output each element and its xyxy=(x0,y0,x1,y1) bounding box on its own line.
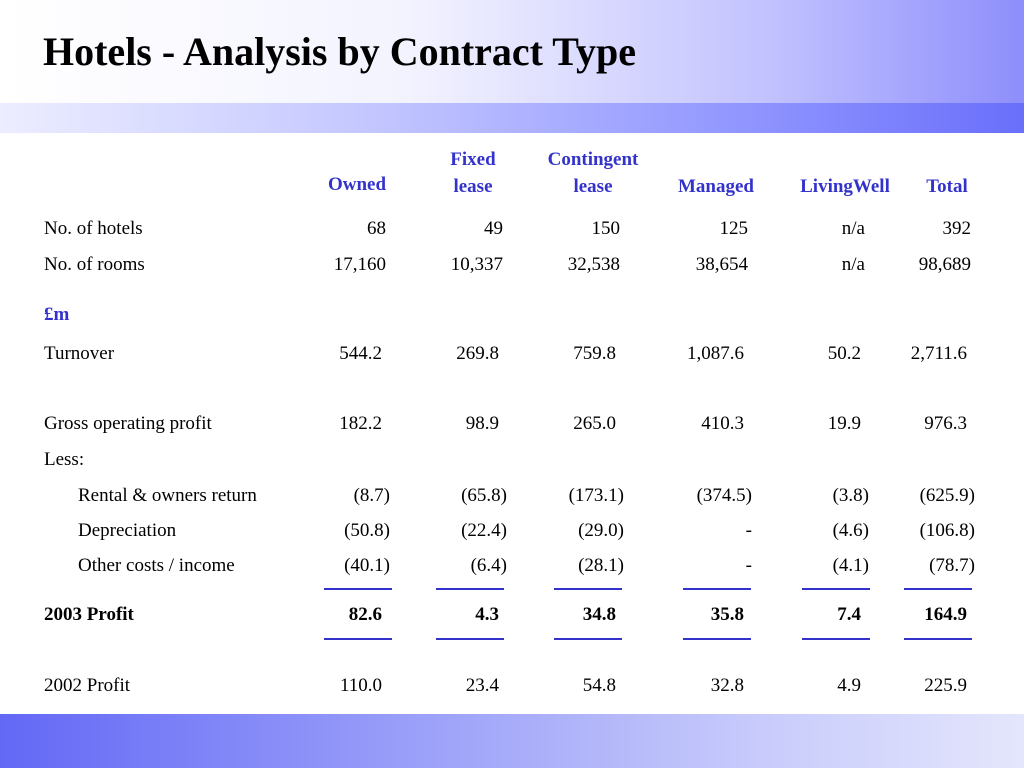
cell-gop-fixed-lease: 98.9 xyxy=(465,413,499,434)
cell-turnover-contingent-lease: 759.8 xyxy=(573,343,616,364)
row-label-rooms: No. of rooms xyxy=(44,254,145,275)
row-label-hotels: No. of hotels xyxy=(44,218,143,239)
title-underline-band xyxy=(0,103,1024,133)
cell-gop-total: 976.3 xyxy=(924,413,967,434)
cell-turnover-total: 2,711.6 xyxy=(910,343,967,364)
cell-other-total: (78.7) xyxy=(929,555,975,576)
cell-rental-livingwell: (3.8) xyxy=(832,485,869,506)
cell-depr-owned: (50.8) xyxy=(344,520,390,541)
cell-hotels-contingent-lease: 150 xyxy=(591,218,621,239)
column-header-managed: Managed xyxy=(678,176,754,197)
cell-rental-owned: (8.7) xyxy=(353,485,390,506)
subtotal-rule-managed xyxy=(683,588,751,590)
subtotal-rule-fixed-lease xyxy=(436,588,504,590)
cell-depr-managed: - xyxy=(745,520,752,541)
column-header-contingent-lease-line1: Contingent xyxy=(547,149,639,170)
cell-turnover-livingwell: 50.2 xyxy=(827,343,861,364)
cell-hotels-fixed-lease: 49 xyxy=(484,218,503,239)
section-label-gbp-millions: £m xyxy=(44,304,70,325)
cell-p2002-total: 225.9 xyxy=(924,675,967,696)
total-rule-managed xyxy=(683,638,751,640)
column-header-total: Total xyxy=(926,176,968,197)
cell-p2002-owned: 110.0 xyxy=(339,675,382,696)
cell-other-managed: - xyxy=(745,555,752,576)
cell-gop-livingwell: 19.9 xyxy=(827,413,861,434)
total-rule-livingwell xyxy=(802,638,870,640)
cell-p2002-livingwell: 4.9 xyxy=(837,675,861,696)
cell-turnover-owned: 544.2 xyxy=(339,343,382,364)
cell-p2003-total: 164.9 xyxy=(924,604,967,625)
total-rule-total xyxy=(904,638,972,640)
cell-depr-fixed-lease: (22.4) xyxy=(461,520,507,541)
cell-p2003-managed: 35.8 xyxy=(710,604,744,625)
column-header-livingwell: LivingWell xyxy=(800,176,890,197)
cell-p2002-fixed-lease: 23.4 xyxy=(465,675,499,696)
cell-rental-contingent-lease: (173.1) xyxy=(568,485,624,506)
cell-hotels-managed: 125 xyxy=(719,218,749,239)
cell-gop-contingent-lease: 265.0 xyxy=(573,413,616,434)
cell-hotels-livingwell: n/a xyxy=(841,218,865,239)
cell-hotels-total: 392 xyxy=(942,218,972,239)
cell-depr-livingwell: (4.6) xyxy=(832,520,869,541)
cell-rooms-total: 98,689 xyxy=(918,254,971,275)
cell-rental-fixed-lease: (65.8) xyxy=(461,485,507,506)
cell-p2003-livingwell: 7.4 xyxy=(837,604,861,625)
column-header-contingent-lease-line2: lease xyxy=(573,176,613,197)
column-header-fixed-lease-line1: Fixed xyxy=(450,149,496,170)
row-label-gop: Gross operating profit xyxy=(44,413,212,434)
total-rule-contingent-lease xyxy=(554,638,622,640)
total-rule-fixed-lease xyxy=(436,638,504,640)
cell-other-contingent-lease: (28.1) xyxy=(578,555,624,576)
cell-depr-contingent-lease: (29.0) xyxy=(578,520,624,541)
cell-other-owned: (40.1) xyxy=(344,555,390,576)
cell-turnover-fixed-lease: 269.8 xyxy=(456,343,499,364)
cell-rental-total: (625.9) xyxy=(919,485,975,506)
row-label-p2002: 2002 Profit xyxy=(44,675,131,696)
title-band: Hotels - Analysis by Contract Type xyxy=(0,0,1024,103)
total-rule-owned xyxy=(324,638,392,640)
row-label-rental: Rental & owners return xyxy=(78,485,257,506)
cell-p2003-owned: 82.6 xyxy=(348,604,382,625)
cell-rooms-managed: 38,654 xyxy=(695,254,748,275)
column-header-fixed-lease-line2: lease xyxy=(453,176,493,197)
cell-gop-owned: 182.2 xyxy=(339,413,382,434)
footer-band xyxy=(0,714,1024,768)
cell-rooms-fixed-lease: 10,337 xyxy=(450,254,503,275)
cell-hotels-owned: 68 xyxy=(367,218,386,239)
column-header-owned: Owned xyxy=(327,174,387,195)
cell-rental-managed: (374.5) xyxy=(696,485,752,506)
cell-p2002-contingent-lease: 54.8 xyxy=(582,675,616,696)
cell-p2003-contingent-lease: 34.8 xyxy=(582,604,616,625)
subtotal-rule-livingwell xyxy=(802,588,870,590)
row-label-depr: Depreciation xyxy=(78,520,177,541)
subtotal-rule-owned xyxy=(324,588,392,590)
cell-rooms-contingent-lease: 32,538 xyxy=(567,254,620,275)
cell-turnover-managed: 1,087.6 xyxy=(687,343,744,364)
cell-other-fixed-lease: (6.4) xyxy=(470,555,507,576)
cell-rooms-livingwell: n/a xyxy=(841,254,865,275)
cell-depr-total: (106.8) xyxy=(919,520,975,541)
cell-gop-managed: 410.3 xyxy=(701,413,744,434)
subtotal-rule-total xyxy=(904,588,972,590)
cell-p2002-managed: 32.8 xyxy=(710,675,744,696)
row-label-turnover: Turnover xyxy=(44,343,115,364)
cell-rooms-owned: 17,160 xyxy=(333,254,386,275)
less-label: Less: xyxy=(44,449,85,470)
cell-p2003-fixed-lease: 4.3 xyxy=(475,604,499,625)
slide-title: Hotels - Analysis by Contract Type xyxy=(43,29,636,74)
cell-other-livingwell: (4.1) xyxy=(832,555,869,576)
subtotal-rule-contingent-lease xyxy=(554,588,622,590)
row-label-p2003: 2003 Profit xyxy=(44,604,134,625)
row-label-other: Other costs / income xyxy=(78,555,235,576)
